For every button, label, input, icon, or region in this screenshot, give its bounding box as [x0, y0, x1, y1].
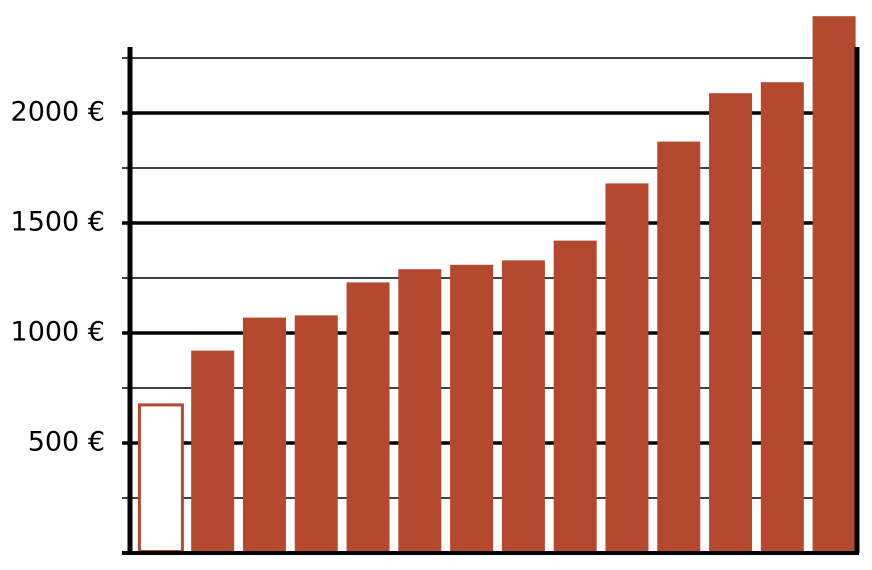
- y-tick-label: 1500 €: [11, 207, 105, 238]
- bar: [242, 317, 286, 553]
- bar: [760, 82, 804, 553]
- y-tick-label: 2000 €: [11, 97, 105, 128]
- bar: [137, 403, 184, 553]
- bar: [553, 240, 597, 553]
- bar: [812, 16, 856, 553]
- bar: [346, 282, 390, 553]
- bar: [657, 141, 701, 553]
- bar: [501, 260, 545, 553]
- bar: [191, 350, 235, 553]
- bar: [605, 183, 649, 553]
- bar: [709, 93, 753, 553]
- bar: [294, 315, 338, 553]
- bar: [450, 264, 494, 553]
- y-tick-label: 500 €: [28, 427, 105, 458]
- bar: [398, 269, 442, 553]
- y-tick-label: 1000 €: [11, 317, 105, 348]
